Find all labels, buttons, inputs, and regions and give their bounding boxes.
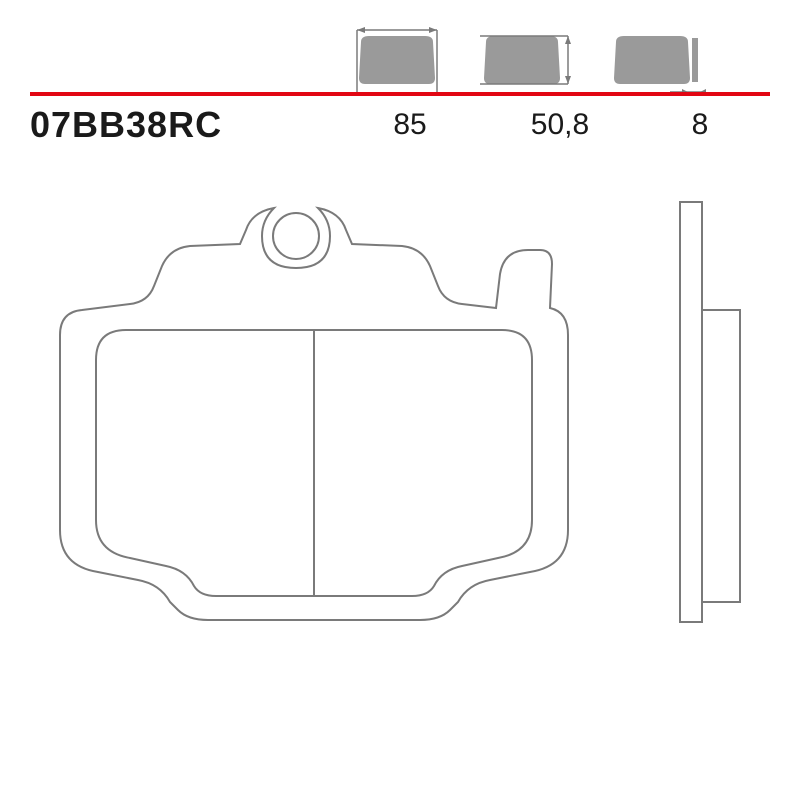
header-dimension-icons [0, 18, 800, 88]
width-icon [357, 27, 437, 92]
spec-row: 07BB38RC 85 50,8 8 [30, 104, 770, 146]
part-number: 07BB38RC [30, 104, 340, 146]
dimension-width: 85 [340, 108, 480, 142]
thickness-icon [614, 36, 706, 93]
technical-drawing [30, 190, 770, 770]
side-view [680, 202, 740, 622]
dimension-thickness: 8 [640, 108, 760, 142]
dimension-icons-svg [0, 18, 800, 93]
drawing-svg [30, 190, 770, 750]
separator-line [30, 92, 770, 96]
dimension-height: 50,8 [480, 108, 640, 142]
front-view [60, 208, 568, 620]
height-icon [480, 36, 571, 84]
